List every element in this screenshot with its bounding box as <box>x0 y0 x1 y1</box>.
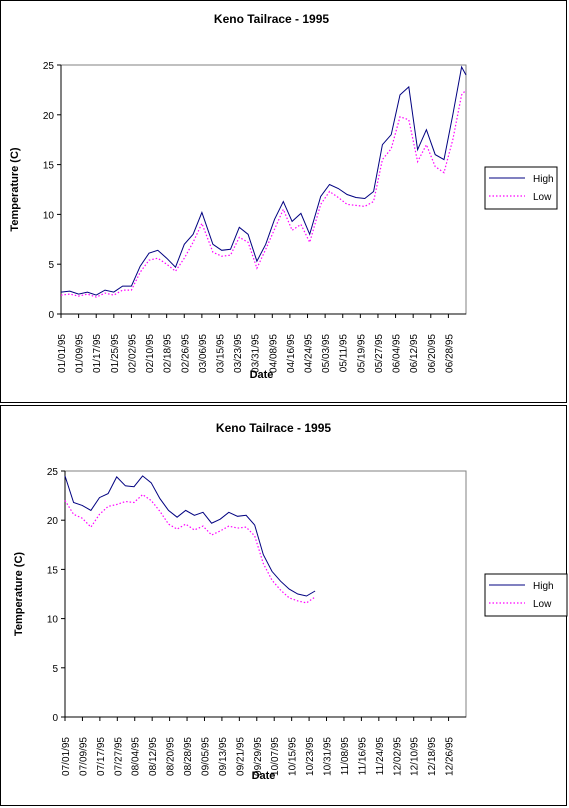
y-tick-label: 15 <box>47 565 59 576</box>
x-tick-label: 08/04/95 <box>131 737 142 776</box>
x-tick-label: 03/23/95 <box>233 334 244 373</box>
y-tick-label: 0 <box>52 713 58 724</box>
legend-box <box>484 573 568 617</box>
x-tick-label: 04/08/95 <box>268 334 279 373</box>
y-axis-label: Temperature (C) <box>9 147 21 231</box>
legend-label-low: Low <box>533 599 552 610</box>
legend-label-high: High <box>533 581 554 592</box>
series-line-low <box>60 89 467 298</box>
x-tick-label: 06/12/95 <box>409 334 420 373</box>
x-axis-label: Date <box>252 770 276 782</box>
x-tick-label: 08/20/95 <box>166 737 177 776</box>
chart-svg: Keno Tailrace - 1995 0 5 10 15 20 25 01/01/95 01… <box>9 12 558 381</box>
x-tick-label: 09/21/95 <box>235 737 246 776</box>
x-tick-label: 06/20/95 <box>427 334 438 373</box>
legend-label-high: High <box>533 174 554 185</box>
x-tick-label: 03/06/95 <box>198 334 209 373</box>
x-tick-label: 02/26/95 <box>180 334 191 373</box>
legend: High Low <box>484 573 568 617</box>
x-tick-label: 07/01/95 <box>61 737 72 776</box>
x-tick-label: 06/04/95 <box>392 334 403 373</box>
series-line-high <box>64 475 316 597</box>
x-tick-label: 02/10/95 <box>145 334 156 373</box>
x-tick-label: 05/27/95 <box>374 334 385 373</box>
x-tick-label: 02/02/95 <box>127 334 138 373</box>
x-tick-label: 09/05/95 <box>200 737 211 776</box>
x-tick-label: 05/03/95 <box>321 334 332 373</box>
y-tick-label: 10 <box>43 210 55 221</box>
chart-svg: Keno Tailrace - 1995 0 5 10 15 20 25 07/01/95 07… <box>13 421 568 782</box>
x-tick-label: 03/15/95 <box>215 334 226 373</box>
y-tick-label: 5 <box>48 260 54 271</box>
legend: High Low <box>484 166 558 210</box>
series-line-high <box>60 65 467 296</box>
legend-label-low: Low <box>533 192 552 203</box>
x-tick-label: 04/24/95 <box>304 334 315 373</box>
x-tick-label: 02/18/95 <box>163 334 174 373</box>
x-tick-label: 12/26/95 <box>445 737 456 776</box>
plot-area <box>64 470 467 718</box>
y-tick-label: 10 <box>47 615 59 626</box>
chart-panel-2: Keno Tailrace - 1995 0 5 10 15 20 25 07/01/95 07… <box>0 405 568 806</box>
x-tick-label: 08/28/95 <box>183 737 194 776</box>
chart-title: Keno Tailrace - 1995 <box>214 12 329 26</box>
y-tick-label: 5 <box>52 664 58 675</box>
x-tick-label: 03/31/95 <box>251 334 262 373</box>
x-tick-label: 11/16/95 <box>357 737 368 776</box>
x-tick-label: 07/17/95 <box>96 737 107 776</box>
x-tick-label: 01/25/95 <box>110 334 121 373</box>
x-tick-label: 11/24/95 <box>375 737 386 776</box>
x-tick-label: 05/11/95 <box>339 334 350 373</box>
legend-box <box>484 166 558 210</box>
x-tick-label: 01/17/95 <box>92 334 103 373</box>
x-tick-label: 12/10/95 <box>410 737 421 776</box>
x-tick-label: 07/27/95 <box>113 737 124 776</box>
x-tick-label: 07/09/95 <box>78 737 89 776</box>
y-tick-label: 15 <box>43 161 55 172</box>
x-tick-label: 12/18/95 <box>427 737 438 776</box>
y-tick-label: 25 <box>43 61 55 72</box>
chart-panel-1: Keno Tailrace - 1995 0 5 10 15 20 25 01/01/95 01… <box>0 0 567 403</box>
x-axis-label: Date <box>250 369 274 381</box>
x-tick-label: 09/29/95 <box>253 737 264 776</box>
x-tick-label: 01/09/95 <box>75 334 86 373</box>
x-tick-label: 01/01/95 <box>57 334 68 373</box>
y-tick-label: 20 <box>43 111 55 122</box>
plot-area <box>60 64 467 315</box>
x-tick-label: 12/02/95 <box>392 737 403 776</box>
x-tick-label: 05/19/95 <box>356 334 367 373</box>
x-tick-label: 06/28/95 <box>444 334 455 373</box>
chart-title: Keno Tailrace - 1995 <box>216 421 331 435</box>
x-tick-label: 11/08/95 <box>340 737 351 776</box>
x-tick-label: 10/23/95 <box>305 737 316 776</box>
y-tick-label: 0 <box>48 310 54 321</box>
y-tick-label: 25 <box>47 467 59 478</box>
x-tick-label: 10/07/95 <box>270 737 281 776</box>
x-tick-label: 10/31/95 <box>323 737 334 776</box>
y-axis-label: Temperature (C) <box>13 552 25 636</box>
series-line-low <box>64 493 316 604</box>
x-tick-label: 10/15/95 <box>288 737 299 776</box>
y-tick-label: 20 <box>47 516 59 527</box>
x-tick-label: 08/12/95 <box>148 737 159 776</box>
x-tick-label: 04/16/95 <box>286 334 297 373</box>
x-tick-label: 09/13/95 <box>218 737 229 776</box>
